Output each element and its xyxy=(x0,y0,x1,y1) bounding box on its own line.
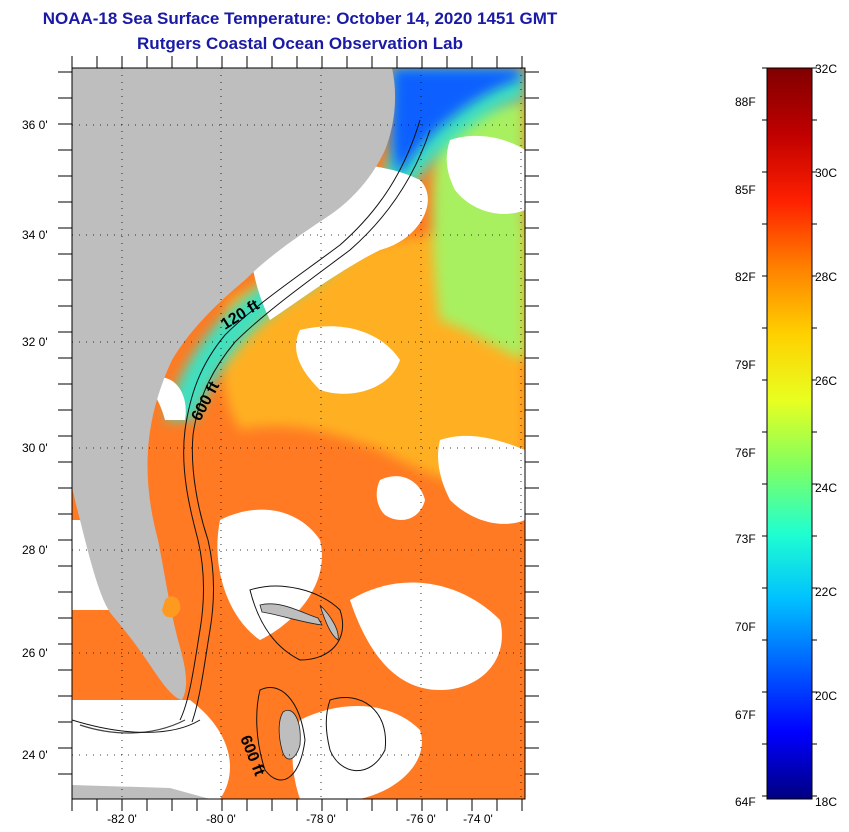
coastal-coldest-strip xyxy=(391,68,520,175)
colorbar-f-88: 88F xyxy=(735,95,756,109)
land-mainland xyxy=(72,68,396,700)
colorbar-ticks xyxy=(762,67,817,797)
colorbar-c-18: 18C xyxy=(815,795,838,809)
lon-label-76: -76 0' xyxy=(406,812,436,826)
colorbar-f-64: 64F xyxy=(735,795,756,809)
colorbar-f-76: 76F xyxy=(735,446,756,460)
graticule xyxy=(72,68,525,799)
land-bahamas-north xyxy=(259,603,339,641)
land-florida-keys xyxy=(79,719,186,734)
colorbar-c-24: 24C xyxy=(815,481,838,495)
colorbar-c-26: 26C xyxy=(815,374,838,388)
colorbar-f-67: 67F xyxy=(735,708,756,722)
lat-label-32: 32 0' xyxy=(22,335,48,349)
lon-label-74: -74 0' xyxy=(463,812,493,826)
colorbar xyxy=(766,67,813,800)
map-subtitle: Rutgers Coastal Ocean Observation Lab xyxy=(137,34,463,53)
lake-okeechobee xyxy=(162,596,181,618)
map-panel: 120 ft 600 ft 600 ft xyxy=(72,68,525,799)
colorbar-f-82: 82F xyxy=(735,270,756,284)
colorbar-c-32: 32C xyxy=(815,62,838,76)
colorbar-f-73: 73F xyxy=(735,532,756,546)
colorbar-c-20: 20C xyxy=(815,689,838,703)
lat-label-24: 24 0' xyxy=(22,748,48,762)
lat-label-26: 26 0' xyxy=(22,646,48,660)
colorbar-f-79: 79F xyxy=(735,358,756,372)
map-title: NOAA-18 Sea Surface Temperature: October… xyxy=(42,9,558,28)
bathymetry-contours xyxy=(72,119,431,781)
lat-label-34: 34 0' xyxy=(22,228,48,242)
map-frame xyxy=(71,67,526,800)
lat-label-30: 30 0' xyxy=(22,441,48,455)
colorbar-c-22: 22C xyxy=(815,585,838,599)
colorbar-c-28: 28C xyxy=(815,270,838,284)
colorbar-c-30: 30C xyxy=(815,166,838,180)
lon-label-82: -82 0' xyxy=(107,812,137,826)
lat-label-28: 28 0' xyxy=(22,543,48,557)
axis-ticks xyxy=(58,56,539,811)
lon-label-80: -80 0' xyxy=(206,812,236,826)
land-andros xyxy=(278,709,301,760)
land-cuba xyxy=(72,785,210,799)
colorbar-f-70: 70F xyxy=(735,620,756,634)
lat-label-36: 36 0' xyxy=(22,118,48,132)
lon-label-78: -78 0' xyxy=(306,812,336,826)
colorbar-f-85: 85F xyxy=(735,183,756,197)
